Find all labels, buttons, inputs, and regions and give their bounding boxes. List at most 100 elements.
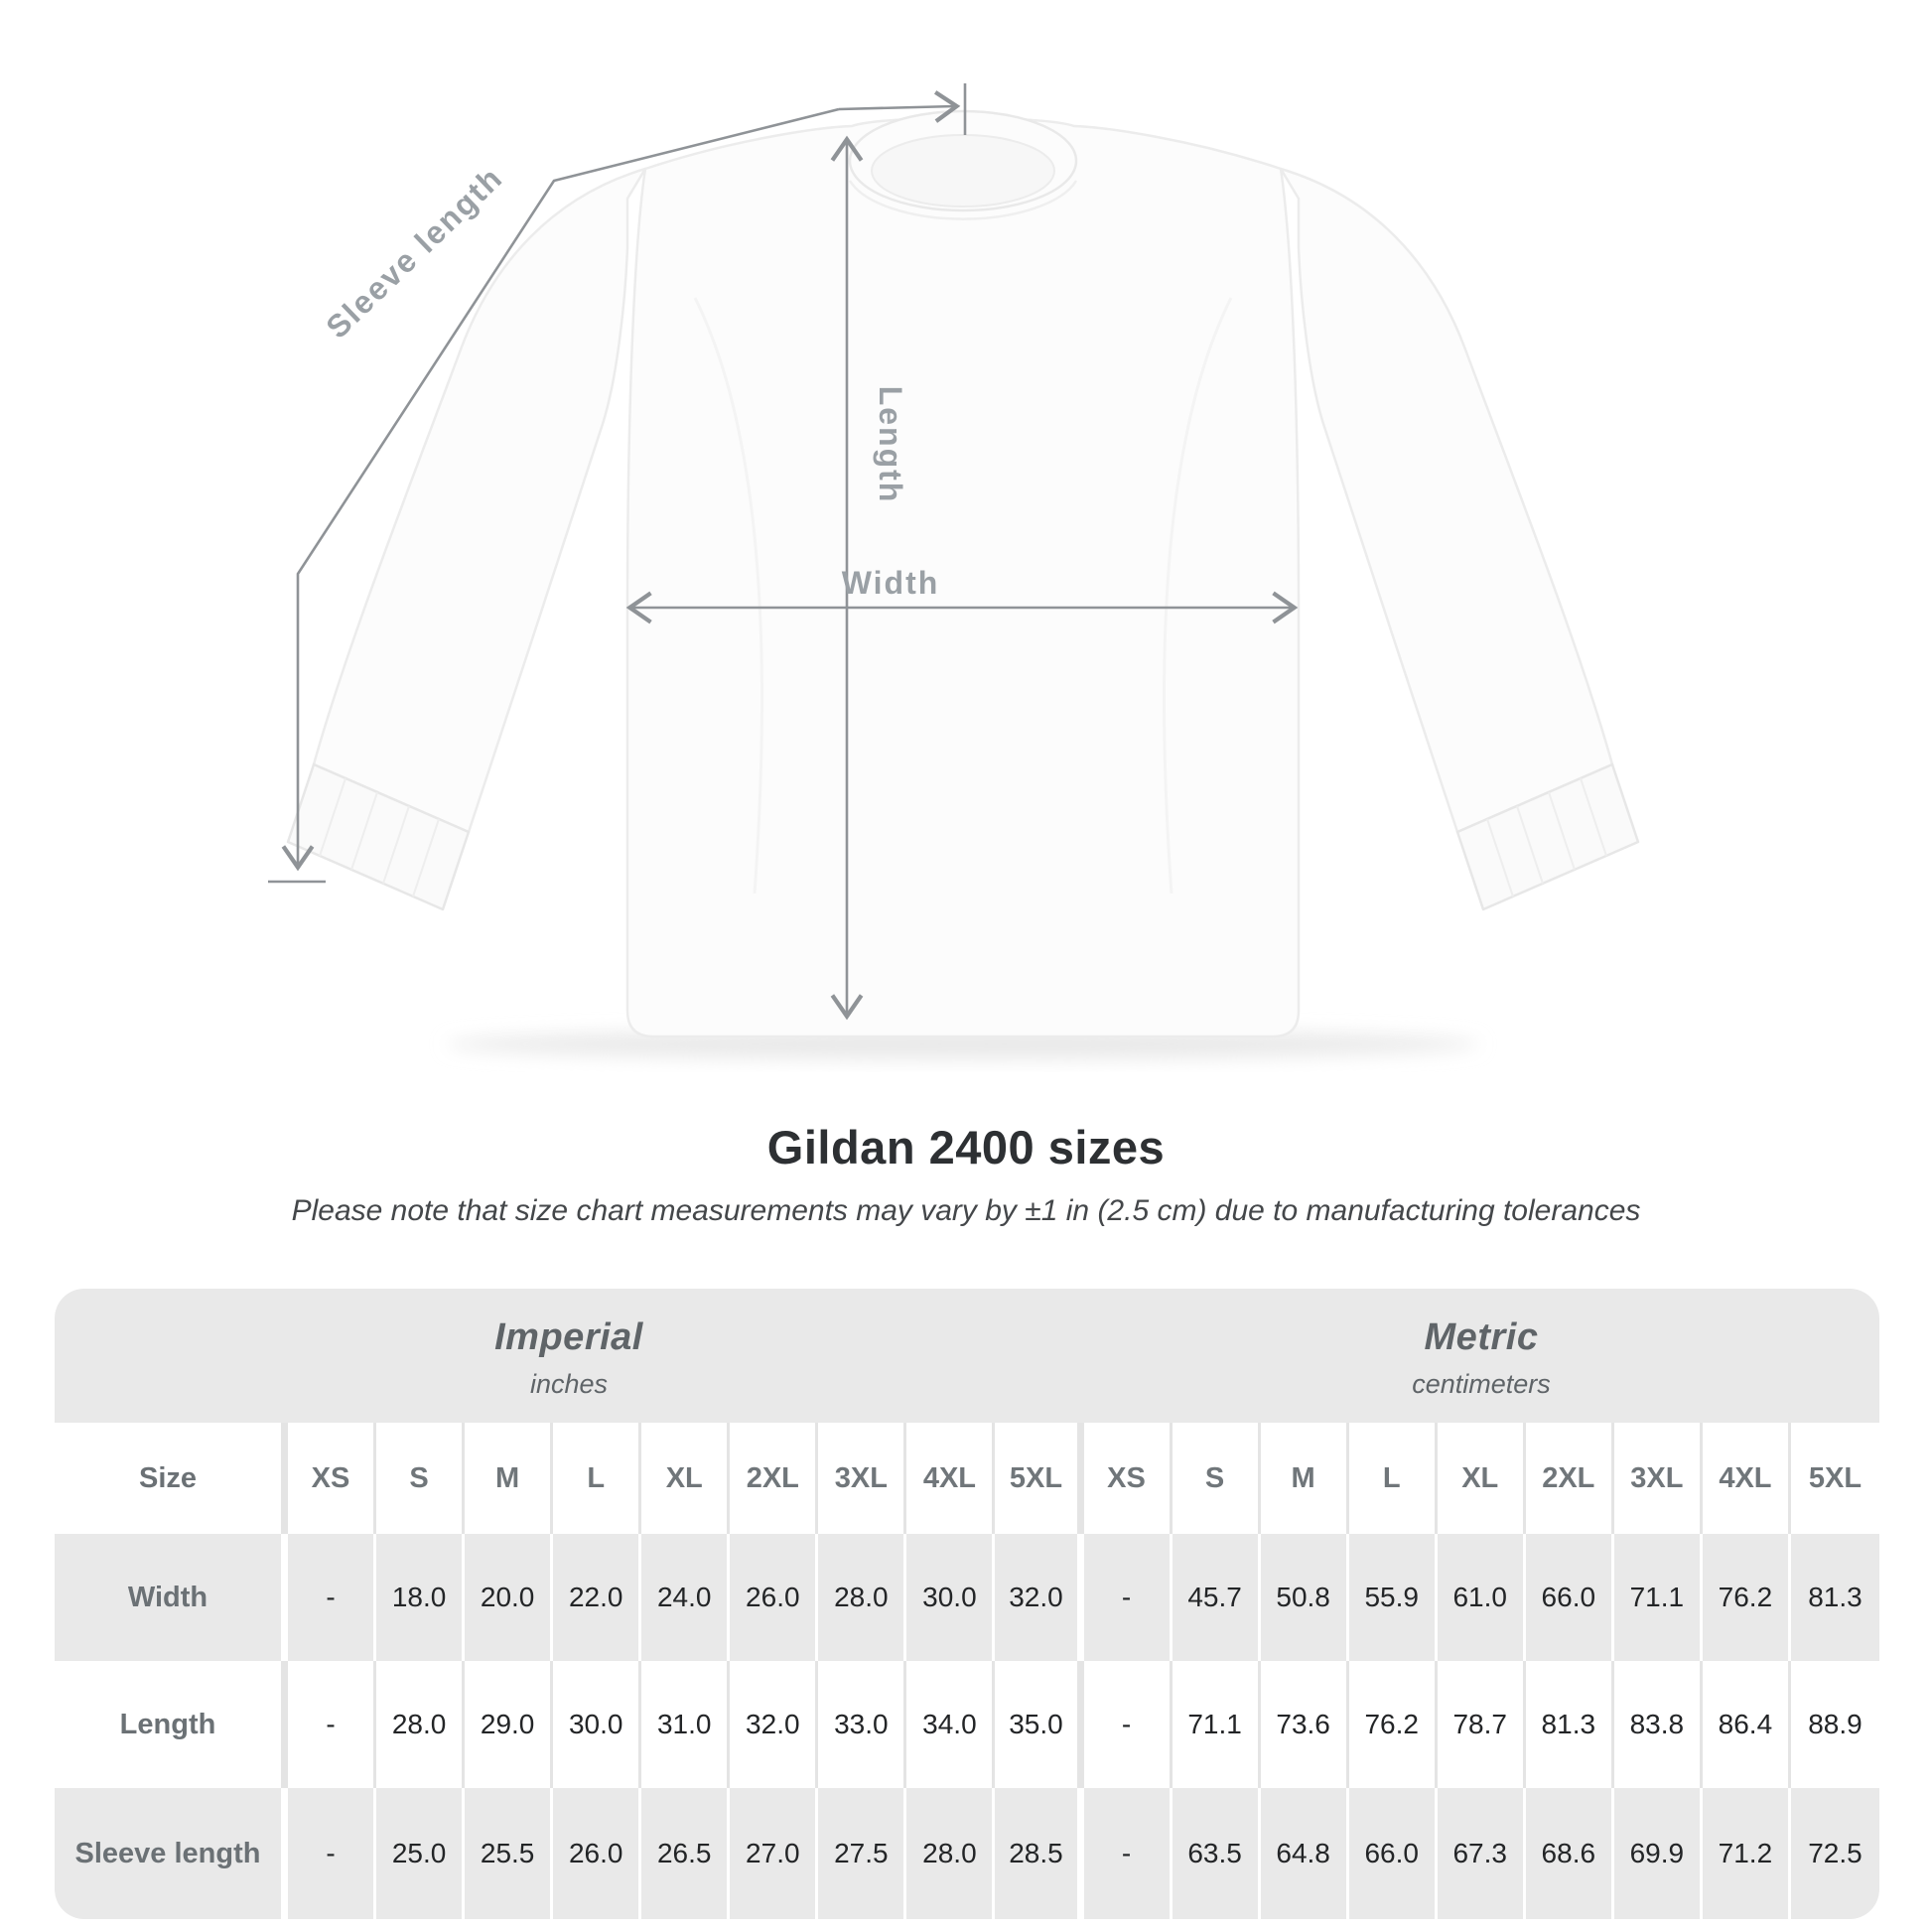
size-value-cell: 27.0 [730, 1788, 819, 1919]
size-value-cell: - [288, 1661, 377, 1788]
size-value-cell: 55.9 [1349, 1534, 1438, 1661]
size-value-cell: - [1084, 1534, 1173, 1661]
imperial-unit: inches [529, 1368, 609, 1399]
size-value-cell: 61.0 [1438, 1534, 1526, 1661]
shirt-left-sleeve [312, 167, 647, 834]
size-value-cell: 28.0 [376, 1661, 466, 1788]
size-value-cell: 25.0 [376, 1788, 466, 1919]
size-value-cell: 24.0 [641, 1534, 731, 1661]
shirt-measurement-diagram: Sleeve length Length Width [268, 83, 1640, 1059]
length-label: Length [873, 386, 908, 504]
size-value-cell: 66.0 [1526, 1534, 1614, 1661]
row-label: Width [55, 1534, 288, 1661]
size-value-cell: 64.8 [1261, 1788, 1349, 1919]
size-column-header: 2XL [1526, 1423, 1614, 1534]
size-value-cell: 67.3 [1438, 1788, 1526, 1919]
size-column-header: 4XL [1703, 1423, 1791, 1534]
tolerance-note: Please note that size chart measurements… [291, 1194, 1641, 1227]
size-value-cell: 81.3 [1526, 1661, 1614, 1788]
size-column-header: L [1349, 1423, 1438, 1534]
size-value-cell: 68.6 [1526, 1788, 1614, 1919]
size-column-header: 2XL [730, 1423, 819, 1534]
shirt-left-cuff [286, 762, 471, 911]
size-value-cell: 83.8 [1614, 1661, 1703, 1788]
size-value-cell: 78.7 [1438, 1661, 1526, 1788]
size-column-header: 3XL [1614, 1423, 1703, 1534]
size-value-cell: 32.0 [730, 1661, 819, 1788]
collar-seam [848, 180, 1078, 220]
size-value-cell: 18.0 [376, 1534, 466, 1661]
size-grid: Size XS S M L XL 2XL 3XL 4XL 5XL XS S M L XL 2XL 3XL 4XL 5… [55, 1423, 1879, 1919]
shirt-right-sleeve [1279, 167, 1614, 834]
size-value-cell: 28.5 [995, 1788, 1084, 1919]
size-column-header: XS [1084, 1423, 1173, 1534]
size-column-header: 5XL [1808, 1461, 1863, 1494]
size-value-cell: 33.0 [818, 1661, 907, 1788]
table-row: Sleeve length -25.0 25.5 26.0 26.5 27.0 27.5 28… [55, 1788, 1879, 1919]
fabric-creases [693, 297, 1233, 895]
size-value-cell: 73.6 [1261, 1661, 1349, 1788]
size-column-header: M [1261, 1423, 1349, 1534]
size-column-header: XS [288, 1423, 377, 1534]
imperial-group-header: Imperial inches [55, 1289, 1083, 1423]
size-value-cell: 26.0 [553, 1788, 642, 1919]
size-table: Imperial inches Metric centimeters Size X… [55, 1289, 1879, 1919]
size-value-cell: 63.5 [1173, 1788, 1261, 1919]
size-value-cell: 32.0 [995, 1534, 1084, 1661]
size-value-cell: - [288, 1788, 377, 1919]
size-column-header: Size [55, 1423, 288, 1534]
size-value-cell: 86.4 [1703, 1661, 1791, 1788]
imperial-title: Imperial [494, 1315, 643, 1358]
width-label: Width [842, 565, 940, 601]
size-value-cell: 50.8 [1261, 1534, 1349, 1661]
size-value-cell: 29.0 [465, 1661, 554, 1788]
size-value-cell: 28.0 [818, 1534, 907, 1661]
metric-unit: centimeters [1412, 1368, 1551, 1399]
size-value-cell: 26.0 [730, 1534, 819, 1661]
size-value-cell: 71.1 [1614, 1534, 1703, 1661]
row-label: Sleeve length [55, 1788, 288, 1919]
size-value-cell: 25.5 [465, 1788, 554, 1919]
size-value-cell: 35.0 [995, 1661, 1084, 1788]
shirt-collar-inner [871, 134, 1055, 207]
size-value-cell: - [1084, 1661, 1173, 1788]
table-row: Width -18.0 20.0 22.0 24.0 26.0 28.0 30.0 32.0-4… [55, 1534, 1879, 1661]
size-value-cell: 88.9 [1808, 1709, 1863, 1739]
size-value-cell: 34.0 [906, 1661, 996, 1788]
size-value-cell: 27.5 [818, 1788, 907, 1919]
size-value-cell: 22.0 [553, 1534, 642, 1661]
page-title: Gildan 2400 sizes [766, 1121, 1166, 1173]
metric-title: Metric [1424, 1315, 1539, 1358]
size-column-header: 3XL [818, 1423, 907, 1534]
size-value-cell: 20.0 [465, 1534, 554, 1661]
size-value-cell: 76.2 [1349, 1661, 1438, 1788]
size-column-header: XL [1438, 1423, 1526, 1534]
size-value-cell: 28.0 [906, 1788, 996, 1919]
size-value-cell: 71.1 [1173, 1661, 1261, 1788]
right-cuff-ribbing [1486, 777, 1607, 897]
size-value-cell: - [288, 1534, 377, 1661]
size-column-header: 5XL [995, 1423, 1084, 1534]
table-row: Length -28.0 29.0 30.0 31.0 32.0 33.0 34.0 35.0-… [55, 1661, 1879, 1788]
size-value-cell: 69.9 [1614, 1788, 1703, 1919]
size-value-cell: 30.0 [906, 1534, 996, 1661]
size-value-cell: 81.3 [1808, 1582, 1863, 1612]
shirt-right-cuff [1455, 762, 1640, 911]
unit-group-header-row: Imperial inches Metric centimeters [55, 1289, 1879, 1423]
row-label: Length [55, 1661, 288, 1788]
size-value-cell: 26.5 [641, 1788, 731, 1919]
left-cuff-ribbing [319, 777, 440, 897]
metric-group-header: Metric centimeters [1083, 1289, 1879, 1423]
size-column-header: L [553, 1423, 642, 1534]
size-value-cell: 45.7 [1173, 1534, 1261, 1661]
size-value-cell: 30.0 [553, 1661, 642, 1788]
size-column-header: S [1173, 1423, 1261, 1534]
sleeve-length-measure [268, 83, 967, 884]
size-column-header: XL [641, 1423, 731, 1534]
shirt-illustration: Sleeve length Length Width [268, 83, 1640, 1059]
size-value-cell: 31.0 [641, 1661, 731, 1788]
size-column-header: 4XL [906, 1423, 996, 1534]
size-column-header: M [465, 1423, 554, 1534]
size-value-cell: 72.5 [1808, 1838, 1863, 1868]
